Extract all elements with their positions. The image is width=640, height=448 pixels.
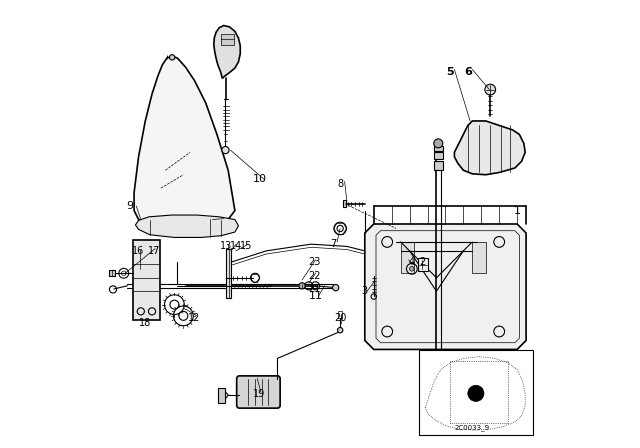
Text: 19: 19 [253,389,266,399]
Text: 12: 12 [188,313,200,323]
Text: 9: 9 [126,201,133,211]
Bar [221,34,234,45]
Circle shape [333,284,339,291]
Circle shape [485,84,495,95]
Bar [434,152,443,159]
Circle shape [468,385,484,401]
Text: 7: 7 [330,239,337,249]
Text: 13: 13 [220,241,232,251]
Bar [472,242,486,273]
Text: 21: 21 [308,284,321,294]
FancyBboxPatch shape [237,376,280,408]
Bar [434,146,443,151]
Bar [343,200,346,207]
Text: 23: 23 [308,257,321,267]
Bar [218,388,225,403]
Text: 16: 16 [132,246,145,256]
Circle shape [410,267,414,271]
Text: 1: 1 [514,206,520,215]
Circle shape [434,139,443,148]
Text: 11: 11 [308,291,323,301]
Text: 6: 6 [464,67,472,77]
Polygon shape [136,215,239,237]
Text: 10: 10 [253,174,266,184]
Bar [418,258,428,271]
Circle shape [170,55,175,60]
Text: 2: 2 [419,257,425,267]
Text: 14: 14 [230,241,243,251]
Text: 2C0033_9: 2C0033_9 [455,424,490,431]
Text: 5: 5 [446,67,454,77]
Text: 17: 17 [148,246,161,256]
Circle shape [337,327,343,333]
Bar [419,350,532,435]
Text: 8: 8 [337,179,343,189]
Polygon shape [214,26,240,78]
Bar [434,161,443,170]
Text: 22: 22 [308,271,321,280]
Text: 3: 3 [361,286,367,296]
Bar [339,311,342,318]
Bar [226,249,231,298]
Circle shape [299,283,305,289]
Text: 20: 20 [334,313,346,323]
Circle shape [222,146,229,154]
Bar [132,240,159,320]
Polygon shape [454,121,525,175]
Text: 15: 15 [240,241,252,251]
Polygon shape [134,56,235,226]
Bar [109,270,115,276]
Bar [401,242,414,273]
Text: 4: 4 [409,257,415,267]
Text: 18: 18 [139,318,152,327]
Polygon shape [365,224,526,349]
